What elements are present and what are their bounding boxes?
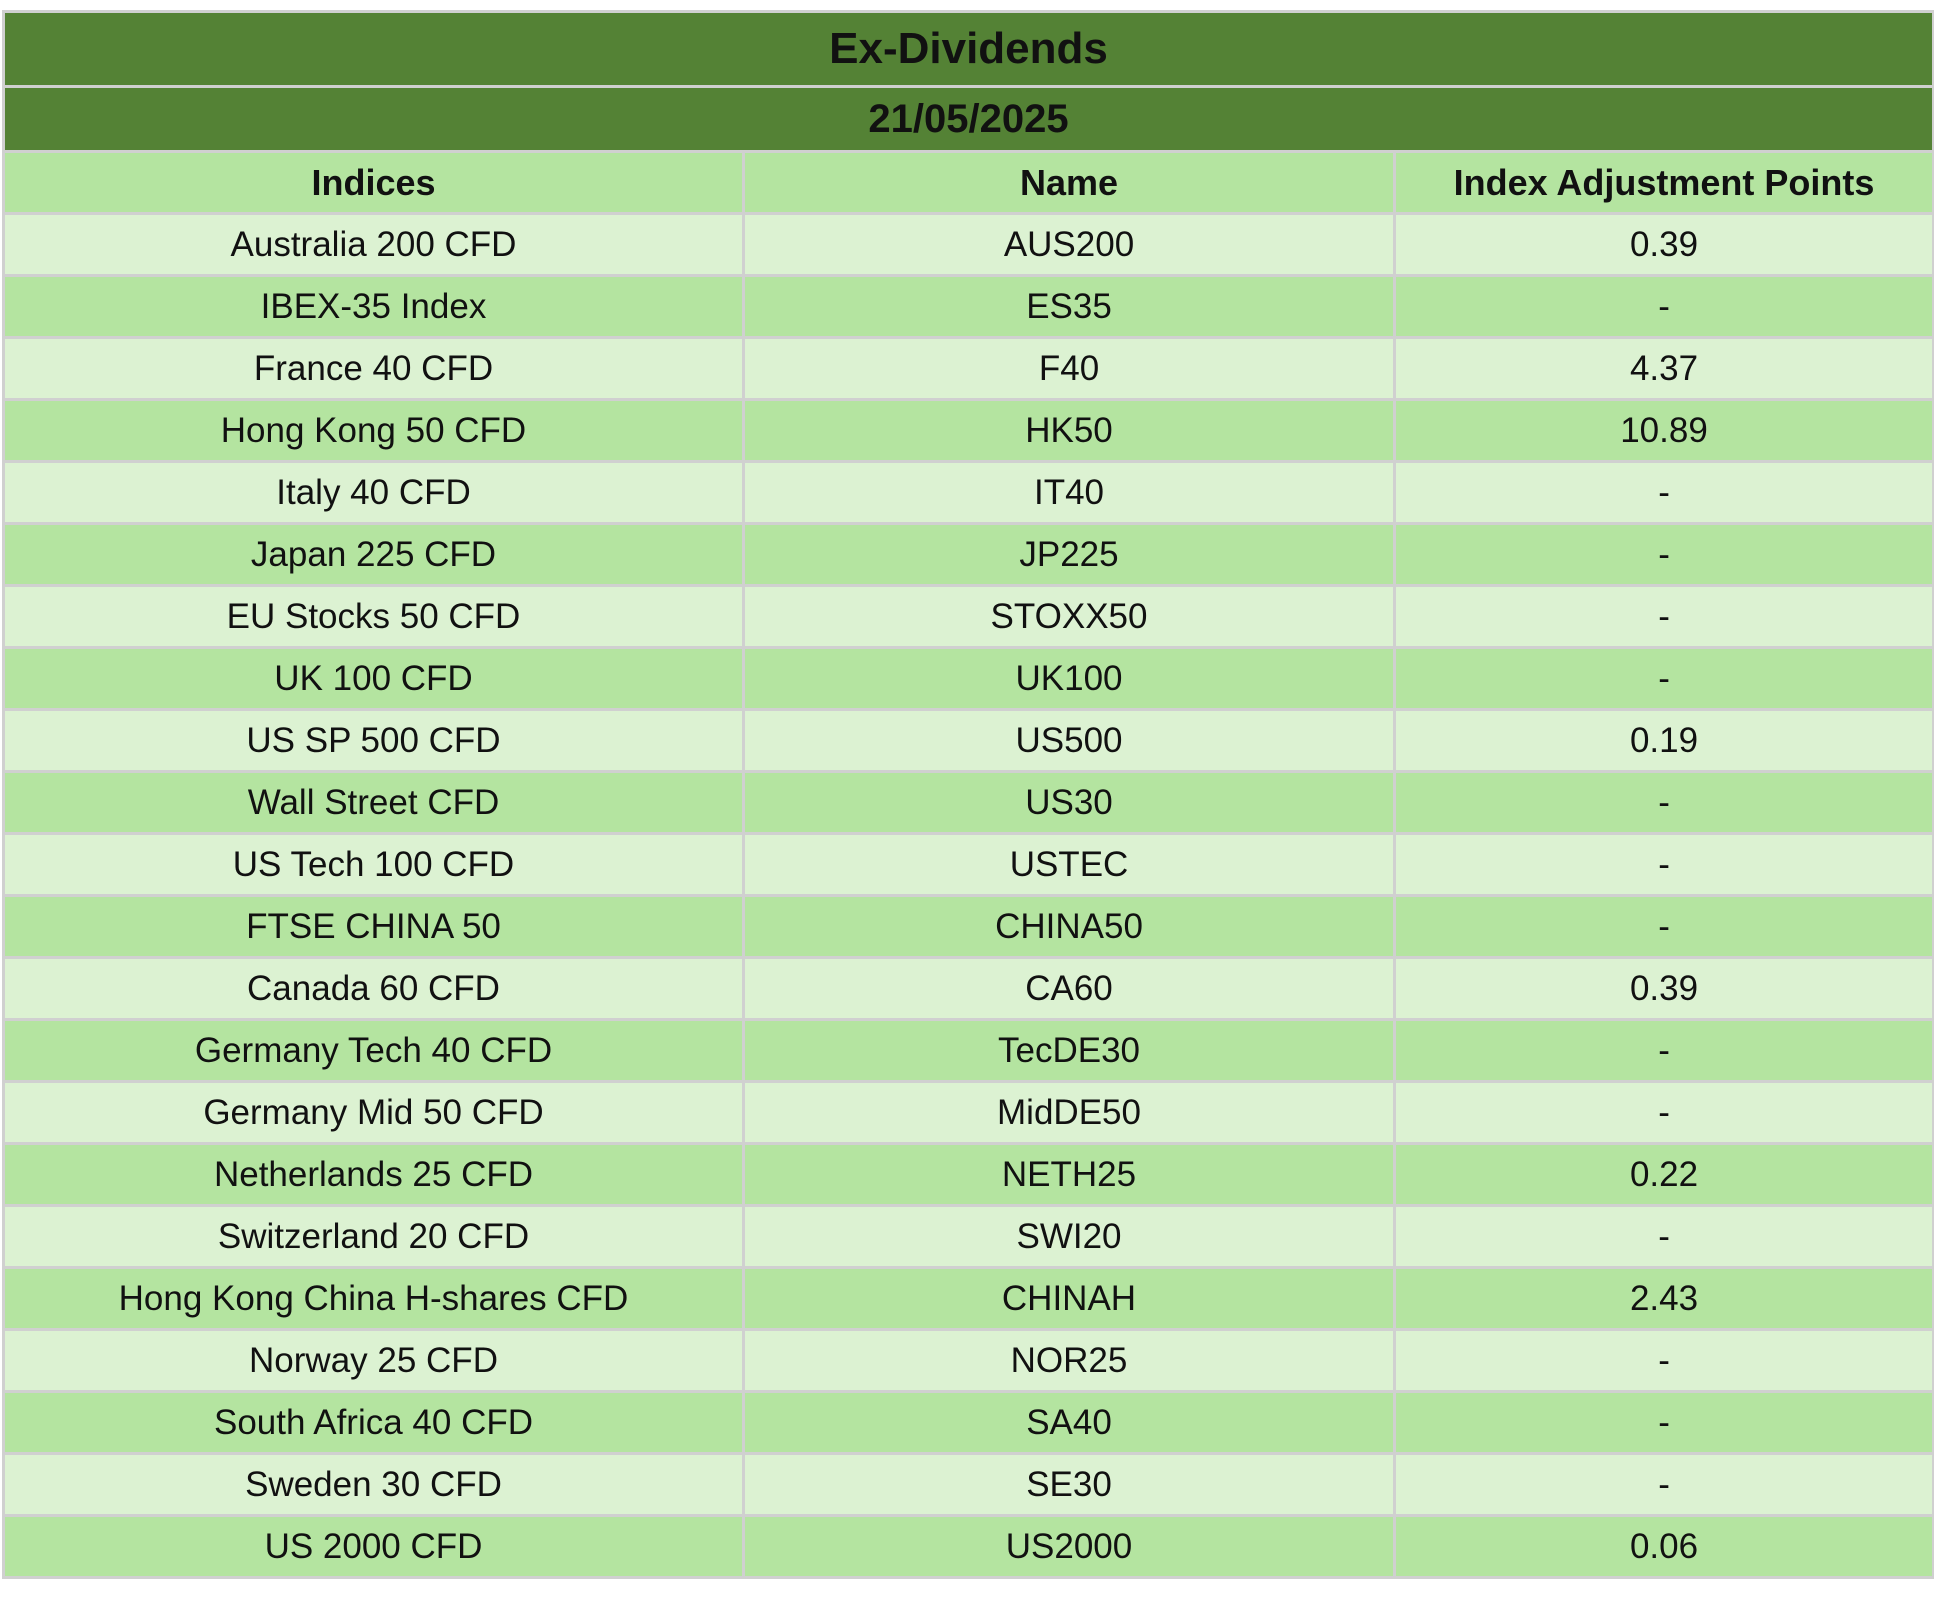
cell-adjustment-points: - (1392, 1328, 1934, 1393)
cell-index: Australia 200 CFD (2, 212, 745, 277)
table-row: Japan 225 CFD JP225- (2, 522, 1934, 587)
table-row: Wall Street CFD US30- (2, 770, 1934, 835)
date-row: 21/05/2025 (1, 85, 1934, 153)
cell-name: NETH25 (742, 1142, 1396, 1207)
cell-index: Germany Tech 40 CFD (2, 1018, 745, 1083)
cell-name: JP225 (742, 522, 1396, 587)
table-row: France 40 CFD F40 4.37 (2, 336, 1934, 401)
cell-index: France 40 CFD (2, 336, 745, 401)
cell-index: Norway 25 CFD (2, 1328, 745, 1393)
cell-adjustment-points: 2.43 (1392, 1266, 1934, 1331)
column-header-row: Indices Name Index Adjustment Points (2, 150, 1934, 215)
cell-name: F40 (742, 336, 1396, 401)
column-header-adjustment-points: Index Adjustment Points (1392, 150, 1934, 215)
cell-name: CHINA50 (742, 894, 1396, 959)
table-row: Hong Kong China H-shares CFD CHINAH 2.43 (2, 1266, 1934, 1331)
cell-adjustment-points: - (1392, 1204, 1934, 1269)
cell-index: Italy 40 CFD (2, 460, 745, 525)
cell-index: FTSE CHINA 50 (2, 894, 745, 959)
table-row: Netherlands 25 CFD NETH25 0.22 (2, 1142, 1934, 1207)
cell-name: NOR25 (742, 1328, 1396, 1393)
cell-adjustment-points: - (1392, 894, 1934, 959)
table-row: UK 100 CFD UK100- (2, 646, 1934, 711)
cell-name: USTEC (742, 832, 1396, 897)
table-row: IBEX-35 Index ES35- (2, 274, 1934, 339)
cell-name: US30 (742, 770, 1396, 835)
cell-index: EU Stocks 50 CFD (2, 584, 745, 649)
table-row: US Tech 100 CFD USTEC - (2, 832, 1934, 897)
ex-dividends-table: Ex-Dividends 21/05/2025 Indices Name Ind… (1, 10, 1934, 1579)
cell-index: Sweden 30 CFD (2, 1452, 745, 1517)
cell-index: Japan 225 CFD (2, 522, 745, 587)
table-row: Canada 60 CFD CA60 0.39 (2, 956, 1934, 1021)
table-title: Ex-Dividends (1, 10, 1934, 88)
table-row: Hong Kong 50 CFD HK50 10.89 (2, 398, 1934, 463)
table-row: Australia 200 CFD AUS200 0.39 (2, 212, 1934, 277)
cell-adjustment-points: - (1392, 274, 1934, 339)
table-row: Sweden 30 CFD SE30- (2, 1452, 1934, 1517)
cell-index: Netherlands 25 CFD (2, 1142, 745, 1207)
cell-index: Switzerland 20 CFD (2, 1204, 745, 1269)
cell-name: TecDE30 (742, 1018, 1396, 1083)
cell-name: STOXX50 (742, 584, 1396, 649)
cell-adjustment-points: - (1392, 460, 1934, 525)
table-row: Switzerland 20 CFD SWI20- (2, 1204, 1934, 1269)
cell-name: MidDE50 (742, 1080, 1396, 1145)
column-header-name: Name (742, 150, 1396, 215)
cell-adjustment-points: - (1392, 522, 1934, 587)
cell-adjustment-points: 0.39 (1392, 212, 1934, 277)
cell-adjustment-points: - (1392, 646, 1934, 711)
cell-name: UK100 (742, 646, 1396, 711)
cell-name: HK50 (742, 398, 1396, 463)
table-row: US 2000 CFD US2000 0.06 (2, 1514, 1934, 1579)
cell-adjustment-points: 10.89 (1392, 398, 1934, 463)
table-row: US SP 500 CFD US500 0.19 (2, 708, 1934, 773)
cell-adjustment-points: - (1392, 1080, 1934, 1145)
cell-name: SE30 (742, 1452, 1396, 1517)
cell-index: Hong Kong China H-shares CFD (2, 1266, 745, 1331)
cell-adjustment-points: - (1392, 1452, 1934, 1517)
cell-name: IT40 (742, 460, 1396, 525)
table-row: South Africa 40 CFD SA40- (2, 1390, 1934, 1455)
cell-index: Germany Mid 50 CFD (2, 1080, 745, 1145)
table-row: Germany Tech 40 CFD TecDE30- (2, 1018, 1934, 1083)
cell-adjustment-points: - (1392, 770, 1934, 835)
cell-adjustment-points: 0.22 (1392, 1142, 1934, 1207)
cell-index: UK 100 CFD (2, 646, 745, 711)
cell-index: US SP 500 CFD (2, 708, 745, 773)
cell-adjustment-points: 0.19 (1392, 708, 1934, 773)
cell-index: Wall Street CFD (2, 770, 745, 835)
cell-index: US Tech 100 CFD (2, 832, 745, 897)
table-row: Germany Mid 50 CFD MidDE50- (2, 1080, 1934, 1145)
table-row: Norway 25 CFD NOR25- (2, 1328, 1934, 1393)
cell-index: IBEX-35 Index (2, 274, 745, 339)
cell-name: SA40 (742, 1390, 1396, 1455)
table-row: FTSE CHINA 50 CHINA50- (2, 894, 1934, 959)
cell-adjustment-points: - (1392, 832, 1934, 897)
table-row: EU Stocks 50 CFD STOXX50- (2, 584, 1934, 649)
cell-name: ES35 (742, 274, 1396, 339)
column-header-indices: Indices (2, 150, 745, 215)
cell-name: US2000 (742, 1514, 1396, 1579)
cell-adjustment-points: - (1392, 1018, 1934, 1083)
cell-name: US500 (742, 708, 1396, 773)
cell-name: AUS200 (742, 212, 1396, 277)
cell-adjustment-points: 0.39 (1392, 956, 1934, 1021)
cell-index: Hong Kong 50 CFD (2, 398, 745, 463)
cell-adjustment-points: 4.37 (1392, 336, 1934, 401)
title-row: Ex-Dividends (1, 10, 1934, 88)
cell-name: SWI20 (742, 1204, 1396, 1269)
cell-adjustment-points: - (1392, 584, 1934, 649)
table-row: Italy 40 CFD IT40- (2, 460, 1934, 525)
cell-adjustment-points: - (1392, 1390, 1934, 1455)
cell-index: US 2000 CFD (2, 1514, 745, 1579)
cell-name: CA60 (742, 956, 1396, 1021)
cell-index: South Africa 40 CFD (2, 1390, 745, 1455)
cell-adjustment-points: 0.06 (1392, 1514, 1934, 1579)
table-date: 21/05/2025 (1, 85, 1934, 153)
cell-index: Canada 60 CFD (2, 956, 745, 1021)
cell-name: CHINAH (742, 1266, 1396, 1331)
